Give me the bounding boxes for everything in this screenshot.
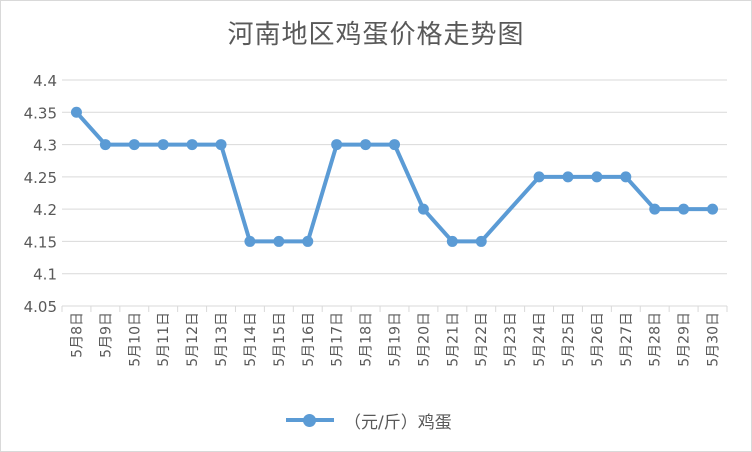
x-tick-label: 5月12日 [185,312,201,367]
data-point [475,235,487,247]
x-tick-label: 5月29日 [677,312,693,367]
data-point [99,139,111,151]
data-point [533,171,545,183]
data-point [302,235,314,247]
x-tick-label: 5月21日 [445,312,461,367]
data-point [620,171,632,183]
x-tick-label: 5月27日 [619,312,635,367]
y-tick-label: 4.4 [33,72,57,90]
legend-swatch [286,408,334,432]
data-point [360,139,372,151]
x-tick-label: 5月22日 [474,312,490,367]
x-tick-label: 5月30日 [706,312,722,367]
x-tick-label: 5月23日 [503,312,519,367]
x-tick-label: 5月20日 [416,312,432,367]
data-point [389,139,400,151]
data-point [707,203,719,215]
data-point [331,139,343,151]
x-tick-label: 5月26日 [590,312,606,367]
x-tick-label: 5月28日 [648,312,664,367]
data-point [649,203,661,215]
legend-label: （元/斤）鸡蛋 [344,412,452,433]
x-tick-label: 5月11日 [156,312,172,367]
x-tick-label: 5月13日 [214,312,230,367]
x-tick-label: 5月10日 [127,312,143,367]
chart-title: 河南地区鸡蛋价格走势图 [227,20,525,50]
data-point [157,139,169,151]
data-point [215,139,227,151]
x-tick-label: 5月24日 [532,312,548,367]
series-line [74,110,715,244]
x-tick-label: 5月25日 [561,312,577,367]
x-tick-label: 5月17日 [330,312,346,367]
y-tick-label: 4.05 [24,298,57,316]
x-tick-label: 5月8日 [69,312,85,358]
y-tick-label: 4.25 [24,169,57,187]
y-tick-label: 4.15 [24,233,57,251]
data-point [186,139,198,151]
y-tick-label: 4.2 [33,201,57,219]
legend: （元/斤）鸡蛋 [286,407,452,433]
data-point [273,235,285,247]
data-point [678,203,690,215]
x-tick-label: 5月19日 [388,312,404,367]
data-point [591,171,603,183]
data-point [70,106,82,118]
x-tick-label: 5月16日 [301,312,317,367]
y-tick-label: 4.35 [24,104,57,122]
data-point [128,139,140,151]
data-point [417,203,429,215]
y-tick-label: 4.1 [33,266,57,284]
data-point [562,171,574,183]
x-tick-label: 5月14日 [243,312,259,367]
data-point [244,235,256,247]
x-tick-label: 5月15日 [272,312,288,367]
y-tick-label: 4.3 [33,137,57,155]
x-tick-label: 5月18日 [359,312,375,367]
data-point [446,235,458,247]
x-tick-label: 5月9日 [98,312,114,358]
